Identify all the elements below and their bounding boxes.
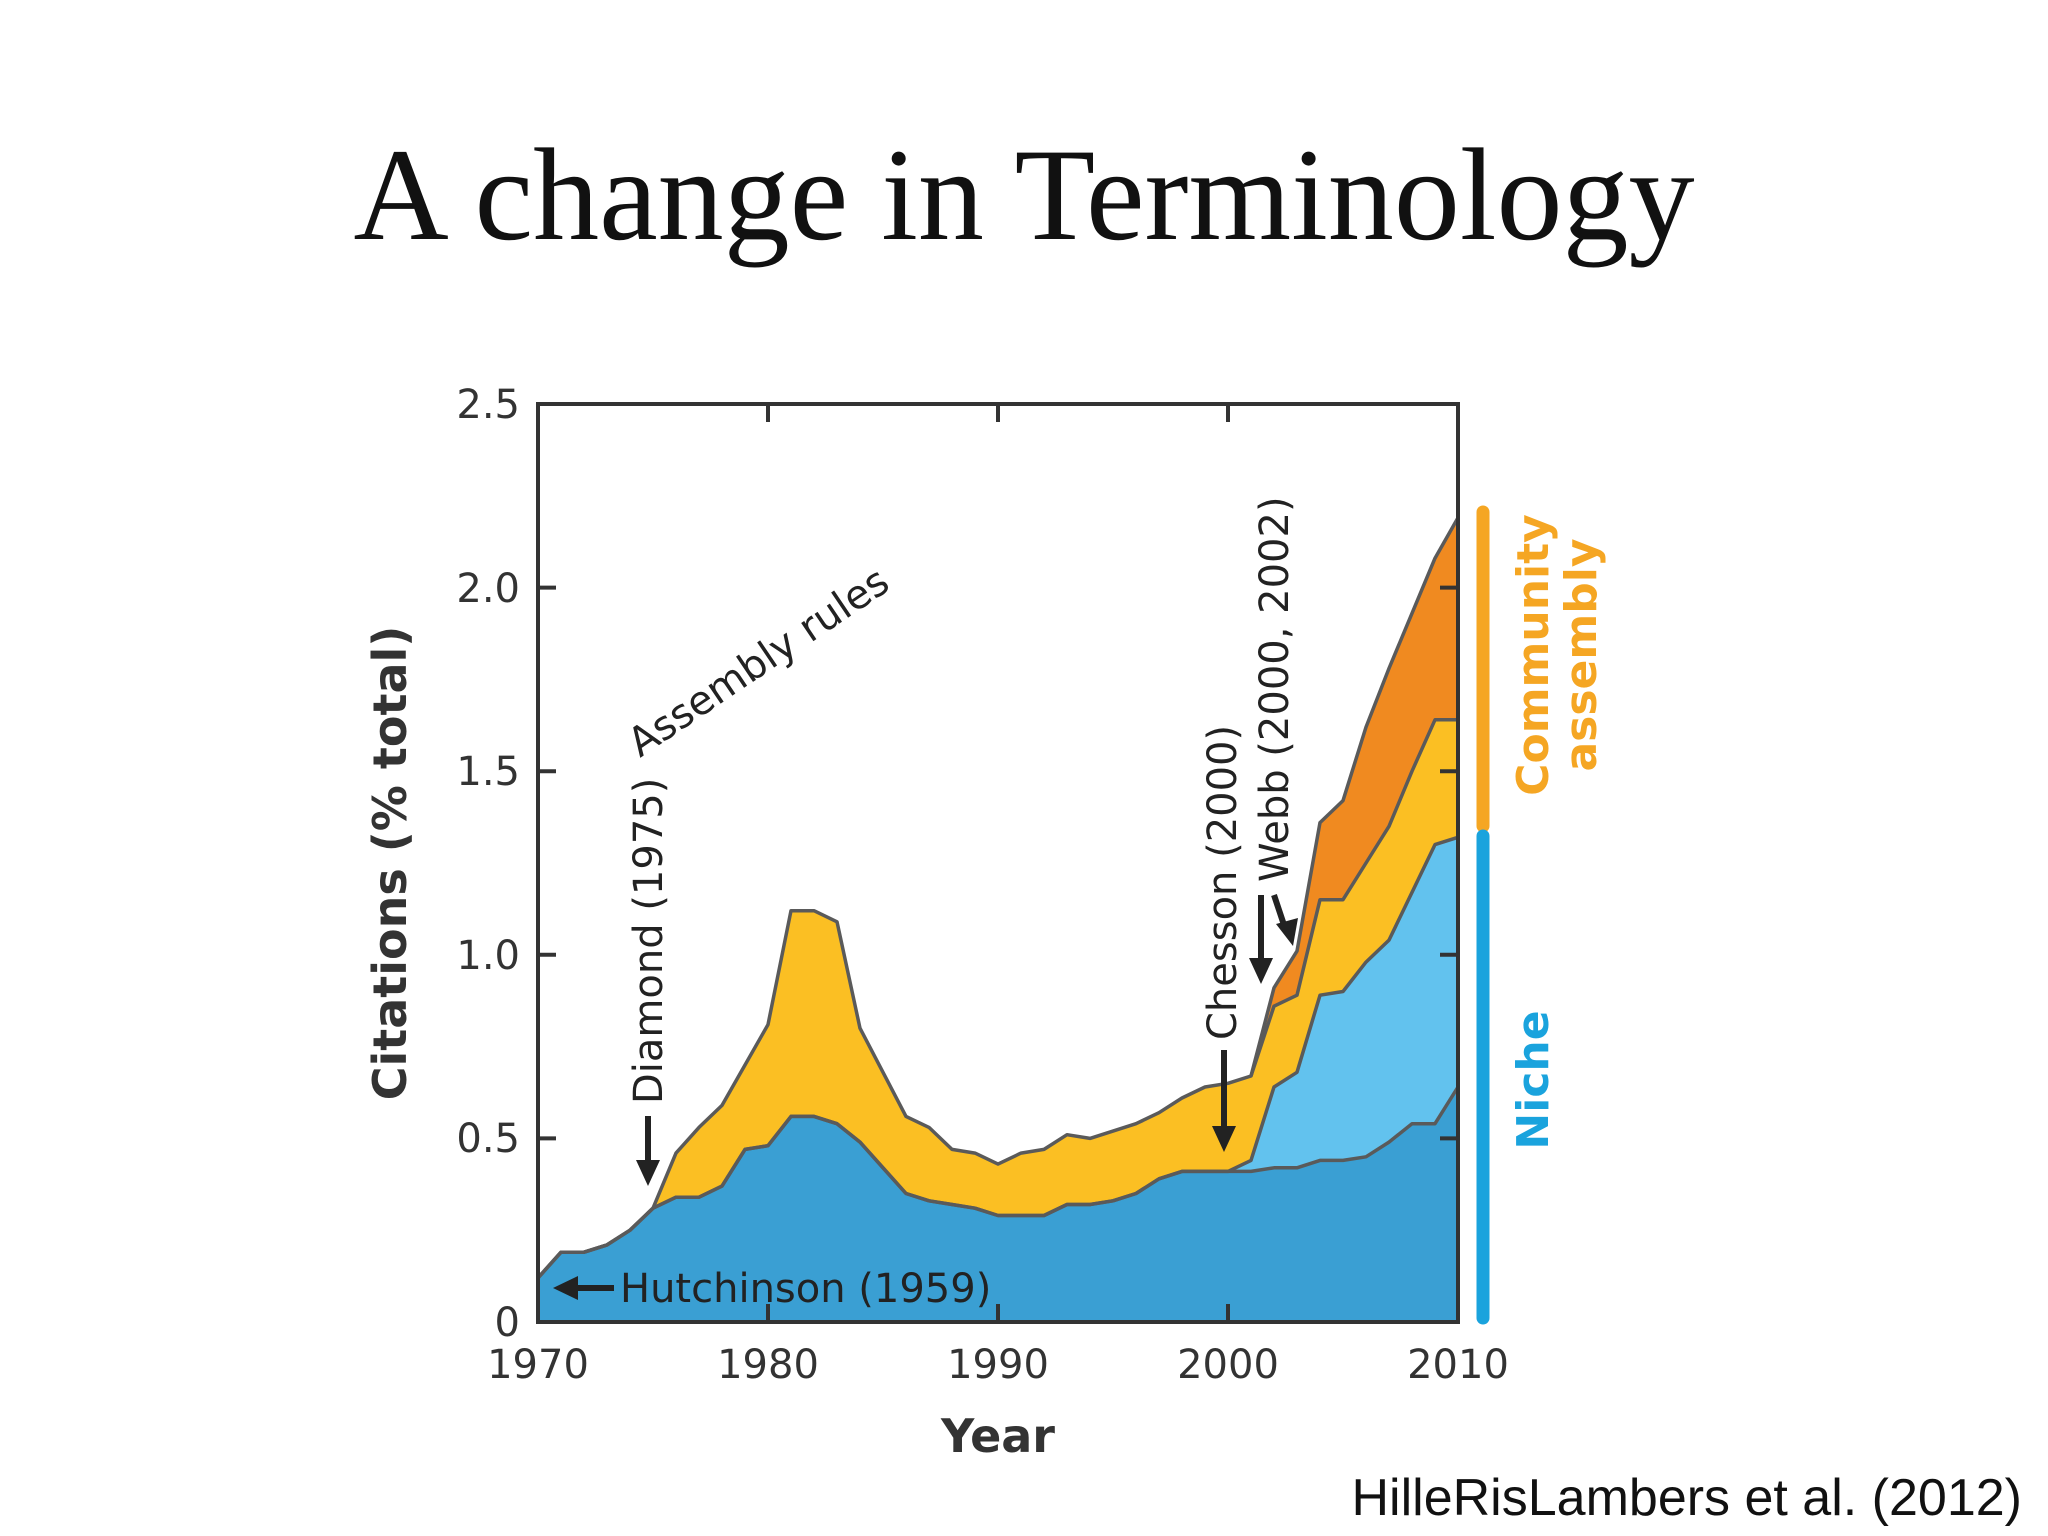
annotation-assembly-rules: Assembly rules xyxy=(620,558,898,766)
x-axis-title: Year xyxy=(940,1409,1055,1463)
outline-layer3 xyxy=(536,718,1458,1280)
annotation-hutchinson-label: Hutchinson (1959) xyxy=(620,1266,991,1312)
annotation-hutchinson: Hutchinson (1959) xyxy=(553,1266,991,1312)
outline-layer4 xyxy=(1249,516,1460,1077)
citation: HilleRisLambers et al. (2012) xyxy=(1351,1469,2023,1527)
x-tick-label: 2010 xyxy=(1407,1342,1509,1388)
area-layers xyxy=(536,516,1460,1322)
y-tick-label: 0.5 xyxy=(456,1116,520,1162)
annotation-chesson-label: Chesson (2000) xyxy=(1200,725,1246,1040)
y-tick-labels: 0 0.5 1.0 1.5 2.0 2.5 xyxy=(456,382,520,1346)
outline-layer2 xyxy=(536,835,1459,1280)
niche-label: Niche xyxy=(1508,1010,1559,1149)
community-assembly-label-line1: Community xyxy=(1508,514,1559,796)
y-tick-label: 2.5 xyxy=(456,382,520,428)
axis-ticks xyxy=(536,402,1460,1324)
x-tick-label: 1970 xyxy=(487,1342,589,1388)
community-assembly-label-line2: assembly xyxy=(1556,538,1607,771)
x-tick-label: 1990 xyxy=(947,1342,1049,1388)
x-tick-label: 2000 xyxy=(1177,1342,1279,1388)
y-axis-title: Citations (% total) xyxy=(363,626,417,1101)
x-tick-label: 1980 xyxy=(717,1342,819,1388)
y-tick-label: 0 xyxy=(495,1300,520,1346)
annotation-diamond: Diamond (1975) xyxy=(626,778,672,1186)
annotation-webb: Webb (2000, 2002) xyxy=(1249,496,1298,984)
area-layer4 xyxy=(1251,517,1458,1076)
x-tick-labels: 1970 1980 1990 2000 2010 xyxy=(487,1342,1509,1388)
y-tick-label: 1.0 xyxy=(456,933,520,979)
annotation-webb-label: Webb (2000, 2002) xyxy=(1252,496,1298,882)
slide-title: A change in Terminology xyxy=(353,121,1695,268)
y-tick-label: 2.0 xyxy=(456,566,520,612)
annotation-chesson: Chesson (2000) xyxy=(1200,725,1246,1152)
annotation-diamond-label: Diamond (1975) xyxy=(626,778,672,1104)
y-tick-label: 1.5 xyxy=(456,749,520,795)
